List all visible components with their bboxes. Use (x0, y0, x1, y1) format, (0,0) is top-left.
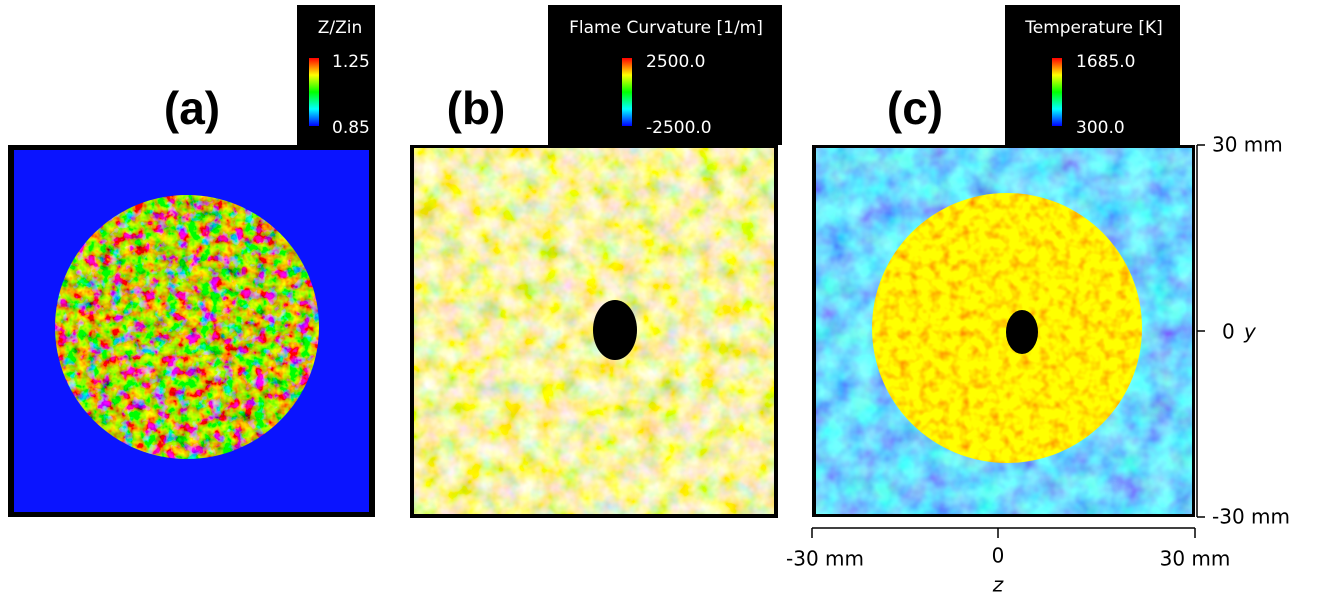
y-axis-label: y (1243, 320, 1257, 344)
colorbar (309, 58, 319, 126)
y-axis (1197, 145, 1205, 517)
colorbar-max: 2500.0 (646, 52, 705, 72)
x-tick-label: 0 (992, 544, 1005, 568)
colorbar-title: Temperature [K] (1024, 18, 1163, 38)
x-tick-label: -30 mm (786, 547, 864, 571)
y-tick-label: -30 mm (1212, 505, 1290, 529)
panel-a-image (8, 145, 375, 517)
panel-label: (a) (164, 82, 220, 134)
colorbar-min: -2500.0 (646, 118, 712, 138)
colorbar-max: 1.25 (332, 52, 370, 72)
x-axis (812, 528, 1195, 538)
colorbar (1052, 58, 1062, 126)
figure: Z/Zin 1.25 0.85 Flame Curvature [1/m] 25… (0, 0, 1317, 598)
colorbar-title: Z/Zin (318, 18, 363, 38)
colorbar (622, 58, 632, 126)
colorbar-max: 1685.0 (1076, 52, 1135, 72)
y-tick-label: 0 (1222, 320, 1235, 344)
colorbar-min: 300.0 (1076, 118, 1125, 138)
y-tick-label: 30 mm (1212, 133, 1283, 157)
panel-label: (b) (447, 82, 506, 134)
x-axis-label: z (992, 573, 1004, 597)
panel-label: (c) (887, 82, 943, 134)
x-tick-label: 30 mm (1160, 547, 1231, 571)
colorbar-min: 0.85 (332, 118, 370, 138)
panel-c-image (812, 145, 1195, 517)
panel-b-image (410, 145, 778, 518)
colorbar-title: Flame Curvature [1/m] (569, 18, 763, 38)
